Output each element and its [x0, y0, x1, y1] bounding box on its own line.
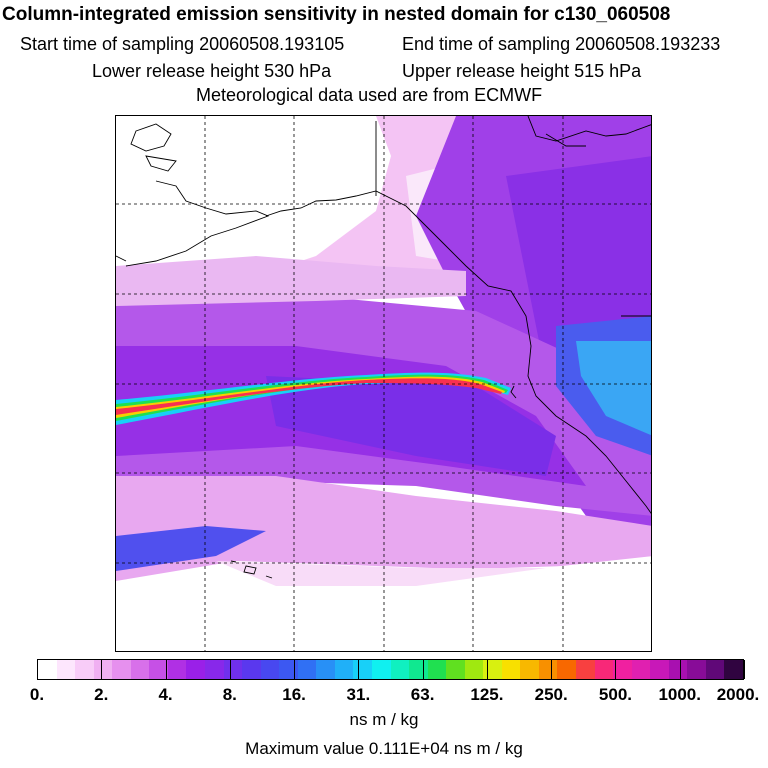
colorbar-segment	[297, 660, 317, 679]
field-bottom-white	[116, 561, 651, 651]
colorbar-tick-label: 1000.	[658, 685, 701, 704]
colorbar-tick-label: 2000.	[716, 685, 760, 704]
colorbar-segment	[260, 660, 280, 679]
colorbar-segment	[353, 660, 373, 679]
colorbar-segment	[668, 660, 688, 679]
colorbar-segment	[204, 660, 224, 679]
colorbar-segment	[75, 660, 95, 679]
colorbar-segment	[724, 660, 744, 679]
maximum-value-label: Maximum value 0.111E+04 ns m / kg	[245, 739, 523, 758]
units-label: ns m / kg	[349, 710, 419, 729]
sensitivity-map	[115, 115, 652, 652]
colorbar-tick-mark	[101, 660, 103, 679]
colorbar-segment	[167, 660, 187, 679]
colorbar-tick-mark	[358, 660, 360, 679]
colorbar-segment	[186, 660, 206, 679]
colorbar-segment	[427, 660, 447, 679]
colorbar-tick-mark	[679, 660, 681, 679]
colorbar-segment	[650, 660, 670, 679]
colorbar-segment	[56, 660, 76, 679]
field-lower-blue	[116, 526, 266, 571]
colorbar-tick-label: 16.	[282, 685, 306, 704]
colorbar-segment	[520, 660, 540, 679]
colorbar-tick-mark	[229, 660, 231, 679]
colorbar-segment	[279, 660, 299, 679]
end-time-label: End time of sampling 20060508.193233	[402, 34, 721, 54]
colorbar-tick-mark	[165, 660, 167, 679]
colorbar-segment	[705, 660, 725, 679]
colorbar-segment	[538, 660, 558, 679]
colorbar-segment	[464, 660, 484, 679]
field-light-strip	[116, 256, 466, 306]
colorbar-tick-mark	[486, 660, 488, 679]
upper-release-label: Upper release height 515 hPa	[402, 61, 642, 81]
plume-red	[116, 378, 502, 415]
colorbar-segment	[613, 660, 633, 679]
colorbar-segment	[371, 660, 391, 679]
colorbar-tick-mark	[551, 660, 553, 679]
colorbar-tick-label: 125.	[470, 685, 504, 704]
colorbar-tick-mark	[615, 660, 617, 679]
plume-yellow	[116, 376, 505, 418]
colorbar-segment	[390, 660, 410, 679]
colorbar-segment	[130, 660, 150, 679]
lower-release-label: Lower release height 530 hPa	[92, 61, 332, 81]
colorbar-tick-label: 4.	[158, 685, 173, 704]
colorbar-tick-label: 500.	[598, 685, 632, 704]
colorbar-segment	[631, 660, 651, 679]
colorbar-segment	[38, 660, 57, 679]
colorbar-segment	[112, 660, 132, 679]
field-cyan-east	[576, 341, 651, 436]
colorbar-segment	[594, 660, 614, 679]
color-scale-bar	[37, 659, 745, 680]
colorbar-tick-label: 250.	[534, 685, 568, 704]
start-time-label: Start time of sampling 20060508.193105	[20, 34, 345, 54]
colorbar-tick-label: 2.	[94, 685, 109, 704]
field-bottom-light	[216, 561, 546, 586]
coastlines	[116, 116, 651, 579]
map-title: Column-integrated emission sensitivity i…	[2, 4, 671, 25]
colorbar-segment	[316, 660, 336, 679]
colorbar-tick-mark	[37, 660, 38, 679]
colorbar-tick-mark	[744, 660, 745, 679]
colorbar-segment	[576, 660, 596, 679]
colorbar-segment	[501, 660, 521, 679]
colorbar-segment	[557, 660, 577, 679]
colorbar-tick-mark	[294, 660, 296, 679]
colorbar-tick-label: 31.	[346, 685, 371, 704]
colorbar-tick-mark	[422, 660, 424, 679]
field-lower-band	[116, 476, 651, 581]
colorbar-segment	[93, 660, 113, 679]
colorbar-segment	[687, 660, 707, 679]
colorbar-tick-label: 0.	[29, 685, 45, 704]
colorbar-segment	[334, 660, 354, 679]
colorbar-tick-label: 63.	[410, 685, 435, 704]
met-data-label: Meteorological data used are from ECMWF	[196, 85, 543, 105]
colorbar-segment	[242, 660, 262, 679]
colorbar-segment	[223, 660, 243, 679]
colorbar-segment	[149, 660, 169, 679]
colorbar-tick-label: 8.	[222, 685, 237, 704]
field-white-patch-nw	[116, 116, 391, 291]
colorbar-segment	[483, 660, 503, 679]
field-band-dark	[266, 376, 556, 476]
colorbar-segment	[409, 660, 429, 679]
colorbar-segment	[446, 660, 466, 679]
